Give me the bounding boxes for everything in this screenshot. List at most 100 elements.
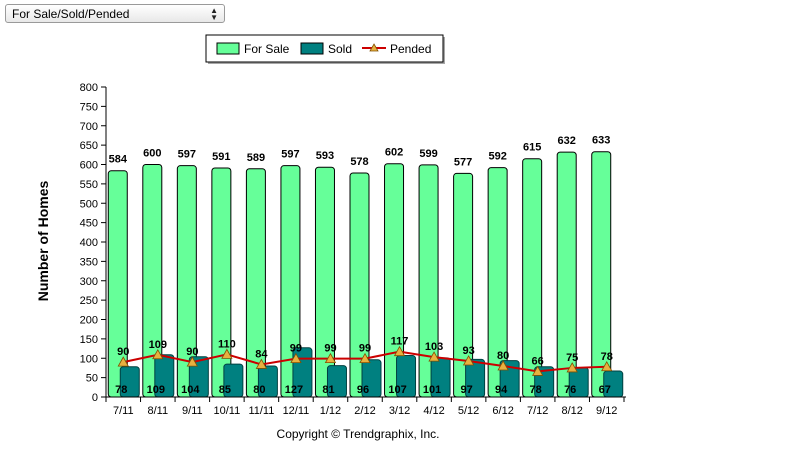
x-tick-label: 2/12 xyxy=(354,405,375,417)
y-tick-label: 700 xyxy=(80,121,98,133)
x-tick-label: 8/12 xyxy=(561,405,582,417)
x-tick-label: 5/12 xyxy=(458,405,479,417)
legend-marker-pended xyxy=(369,43,379,52)
pended-marker xyxy=(566,362,578,373)
chart-type-select-value: For Sale/Sold/Pended xyxy=(12,7,130,21)
x-tick-label: 7/12 xyxy=(527,405,548,417)
pended-marker xyxy=(601,360,613,372)
x-tick-label: 1/12 xyxy=(320,405,341,417)
pended-marker xyxy=(221,348,233,359)
pended-marker xyxy=(462,355,475,366)
y-tick-label: 400 xyxy=(80,237,98,249)
y-tick-label: 0 xyxy=(92,392,98,404)
data-label-sold: 96 xyxy=(357,384,369,396)
y-tick-label: 50 xyxy=(86,373,98,385)
data-label-pended: 110 xyxy=(218,338,236,350)
data-label-pended: 90 xyxy=(117,346,129,358)
data-label-pended: 103 xyxy=(425,341,443,353)
data-label-for-sale: 615 xyxy=(523,142,541,154)
pended-marker xyxy=(428,351,440,362)
data-label-pended: 99 xyxy=(324,343,336,355)
data-label-pended: 80 xyxy=(497,350,509,362)
x-tick-label: 12/11 xyxy=(283,405,310,417)
x-tick-label: 9/11 xyxy=(182,405,203,417)
pended-marker xyxy=(324,352,337,364)
pended-marker xyxy=(152,348,164,360)
bar-for-sale xyxy=(211,167,232,398)
y-tick-label: 500 xyxy=(80,198,98,210)
data-label-pended: 109 xyxy=(149,339,167,351)
y-tick-label: 100 xyxy=(80,353,98,365)
data-label-sold: 107 xyxy=(388,384,406,396)
pended-marker xyxy=(117,356,129,367)
data-label-sold: 101 xyxy=(423,384,441,396)
x-tick-label: 9/12 xyxy=(596,405,617,417)
data-label-sold: 127 xyxy=(285,384,303,396)
y-tick-label: 650 xyxy=(80,140,98,152)
data-label-for-sale: 591 xyxy=(212,151,230,163)
data-label-sold: 78 xyxy=(115,384,127,396)
pended-marker xyxy=(497,360,509,371)
legend-label-sold: Sold xyxy=(328,42,352,56)
x-tick-label: 3/12 xyxy=(389,405,410,417)
y-tick-label: 550 xyxy=(80,179,98,191)
data-label-sold: 76 xyxy=(564,384,576,396)
data-label-pended: 84 xyxy=(255,348,268,360)
y-tick-label: 350 xyxy=(80,256,98,268)
data-label-for-sale: 632 xyxy=(558,135,576,147)
x-tick-label: 10/11 xyxy=(214,405,241,417)
data-label-sold: 97 xyxy=(460,384,472,396)
pended-marker xyxy=(393,345,406,357)
legend-label-for-sale: For Sale xyxy=(244,42,290,56)
y-tick-label: 300 xyxy=(80,276,98,288)
data-label-sold: 94 xyxy=(495,384,508,396)
data-label-sold: 80 xyxy=(253,384,265,396)
data-label-pended: 93 xyxy=(462,345,474,357)
y-tick-label: 150 xyxy=(80,334,98,346)
data-label-for-sale: 597 xyxy=(281,149,299,161)
pended-marker xyxy=(186,356,199,367)
legend-swatch-sold xyxy=(300,42,324,55)
legend-swatch-for-sale xyxy=(216,42,240,55)
data-label-for-sale: 633 xyxy=(592,135,610,147)
y-axis: 0 50 100 150 200 250 300 350 400 450 500 550 600 650 7… xyxy=(80,82,107,404)
data-label-sold: 78 xyxy=(530,384,542,396)
y-tick-label: 450 xyxy=(80,218,98,230)
y-tick-label: 200 xyxy=(80,315,98,327)
data-label-for-sale: 602 xyxy=(385,147,403,159)
y-tick-label: 800 xyxy=(80,82,98,94)
data-label-pended: 90 xyxy=(186,346,198,358)
data-label-sold: 67 xyxy=(599,384,611,396)
y-tick-label: 750 xyxy=(80,101,98,113)
data-label-for-sale: 599 xyxy=(419,148,437,160)
y-axis-title: Number of Homes xyxy=(35,181,51,302)
data-label-sold: 85 xyxy=(219,384,231,396)
pended-line-group: 90 109 90 110 84 99 99 99 117 103 93 80 66 75 78 xyxy=(117,336,613,376)
legend-label-pended: Pended xyxy=(390,42,431,56)
data-label-sold: 109 xyxy=(147,384,165,396)
data-label-for-sale: 578 xyxy=(350,156,368,168)
x-tick-label: 7/11 xyxy=(113,405,134,417)
data-label-for-sale: 592 xyxy=(488,151,506,163)
pended-marker xyxy=(290,352,302,364)
data-label-pended: 75 xyxy=(566,352,578,364)
data-label-for-sale: 577 xyxy=(454,156,472,168)
x-tick-label: 11/11 xyxy=(248,405,274,417)
chart-type-select[interactable]: For Sale/Sold/Pended ▲ ▼ xyxy=(5,4,225,23)
pended-marker xyxy=(359,352,371,364)
data-label-for-sale: 600 xyxy=(143,148,161,160)
data-label-for-sale: 593 xyxy=(316,150,334,162)
y-tick-label: 250 xyxy=(80,295,98,307)
data-label-pended: 78 xyxy=(601,351,613,363)
data-label-pended: 99 xyxy=(290,343,302,355)
data-label-for-sale: 589 xyxy=(247,152,265,164)
data-label-for-sale: 597 xyxy=(178,149,196,161)
copyright-footer: Copyright © Trendgraphix, Inc. xyxy=(277,427,440,441)
data-label-pended: 66 xyxy=(532,355,544,367)
data-label-for-sale: 584 xyxy=(109,154,128,166)
pended-marker xyxy=(255,358,268,369)
pended-marker xyxy=(531,365,544,376)
data-label-pended: 117 xyxy=(391,336,409,348)
x-tick-label: 4/12 xyxy=(423,405,444,417)
